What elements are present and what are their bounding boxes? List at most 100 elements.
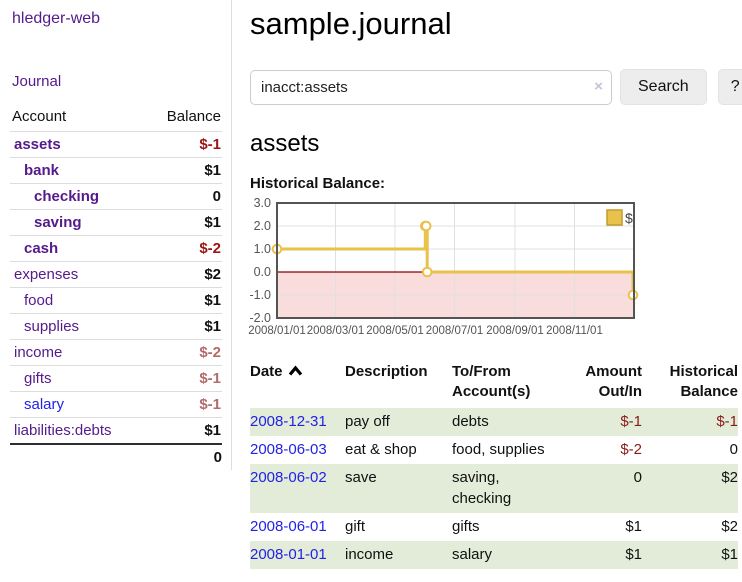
transaction-balance: $2 [721,469,738,486]
svg-text:2008/07/01: 2008/07/01 [426,325,484,337]
register-table-body: 2008-12-31 pay off debts $-1 $-1 2008-06-03 ea… [250,408,738,569]
svg-text:-2.0: -2.0 [249,311,271,325]
transaction-balance: $1 [721,546,738,563]
account-row: gifts $-1 [10,365,222,392]
account-balance: $-1 [199,136,221,153]
account-row: supplies $1 [10,313,222,340]
account-balance: $-2 [199,344,221,361]
account-balance: $2 [204,266,221,283]
account-row: expenses $2 [10,261,222,288]
svg-text:$: $ [625,210,633,226]
clear-search-icon[interactable]: × [594,77,603,95]
app-title-link[interactable]: hledger-web [12,10,101,27]
search-button[interactable]: Search [620,69,707,105]
account-row: bank $1 [10,157,222,184]
account-link-liabilities-debts[interactable]: liabilities:debts [14,422,112,439]
transaction-amount: 0 [633,469,642,486]
transaction-accounts: salary [452,546,493,563]
account-balance: $1 [204,162,221,179]
register-header-accounts: To/From Account(s) [452,363,531,400]
register-row: 2008-01-01 income salary $1 $1 [250,541,738,569]
accounts-total-row: 0 [10,443,222,470]
account-link-bank[interactable]: bank [24,162,60,179]
account-link-gifts[interactable]: gifts [24,370,52,387]
svg-text:2008/03/01: 2008/03/01 [307,325,365,337]
register-table: Date Description To/From Account(s) Amoun… [250,360,738,569]
transaction-date-link[interactable]: 2008-12-31 [250,413,327,430]
transaction-amount: $-2 [620,441,642,458]
transaction-accounts: saving, checking [452,469,512,507]
search-box: × [250,69,612,105]
account-balance: 0 [212,188,221,205]
account-row: cash $-2 [10,235,222,262]
account-balance: $1 [204,422,221,439]
svg-text:-1.0: -1.0 [249,288,271,302]
transaction-date-link[interactable]: 2008-06-03 [250,441,327,458]
transaction-description: gift [345,518,366,535]
register-row: 2008-06-01 gift gifts $1 $2 [250,513,738,541]
register-header-balance: Historical Balance [669,363,738,400]
transaction-amount: $1 [625,518,642,535]
search-form: × Search ? [250,69,742,105]
transaction-date-link[interactable]: 2008-06-02 [250,469,327,486]
account-balance: $1 [204,292,221,309]
register-row: 2008-06-02 save saving, checking 0 $2 [250,464,738,513]
transaction-date-link[interactable]: 2008-06-01 [250,518,327,535]
account-balance: $1 [204,318,221,335]
transaction-balance: 0 [729,441,738,458]
main-content: sample.journal × Search ? assets Histori… [232,0,742,569]
transaction-description: save [345,469,377,486]
account-balance: $-1 [199,396,221,413]
account-row: liabilities:debts $1 [10,417,222,445]
account-link-checking[interactable]: checking [34,188,100,205]
accounts-header-account: Account [12,108,67,125]
svg-text:3.0: 3.0 [254,196,271,210]
account-link-cash[interactable]: cash [24,240,59,257]
register-row: 2008-12-31 pay off debts $-1 $-1 [250,408,738,436]
sort-ascending-icon [288,365,302,376]
help-button[interactable]: ? [717,69,742,105]
transaction-description: pay off [345,413,390,430]
account-balance: $1 [204,214,221,231]
account-link-saving[interactable]: saving [34,214,82,231]
register-header-description: Description [345,363,428,380]
sidebar: hledger-web Journal Account Balance asse… [0,0,232,470]
account-link-supplies[interactable]: supplies [24,318,80,335]
account-row: salary $-1 [10,391,222,418]
account-link-expenses[interactable]: expenses [14,266,79,283]
accounts-header-balance: Balance [166,108,221,125]
search-input[interactable] [250,69,612,105]
sidebar-item-journal[interactable]: Journal [12,73,62,90]
accounts-total-value: 0 [145,443,222,470]
account-row: food $1 [10,287,222,314]
account-link-assets[interactable]: assets [14,136,61,153]
account-link-food[interactable]: food [24,292,54,309]
historical-balance-chart: $3.0 2.0 1.0 0.0 -1.0 -2.0 2008/01/01 2008/03/0… [248,196,742,344]
account-link-salary[interactable]: salary [24,396,65,413]
account-link-income[interactable]: income [14,344,63,361]
page-title: sample.journal [250,6,452,41]
accounts-table-body: assets $-1 bank $1 checking 0 saving $1 cash $-2 e… [10,131,222,470]
transaction-accounts: gifts [452,518,480,535]
register-row: 2008-06-03 eat & shop food, supplies $-2 0 [250,436,738,464]
transaction-description: income [345,546,394,563]
account-row: income $-2 [10,339,222,366]
account-balance: $-1 [199,370,221,387]
account-row: saving $1 [10,209,222,236]
account-page-title: assets [250,130,320,157]
svg-text:2008/01/01: 2008/01/01 [248,325,306,337]
account-balance: $-2 [199,240,221,257]
accounts-table: Account Balance assets $-1 bank $1 checking 0… [10,104,222,470]
transaction-amount: $1 [625,546,642,563]
transaction-accounts: debts [452,413,489,430]
transaction-amount: $-1 [620,413,642,430]
transaction-balance: $-1 [716,413,738,430]
transaction-date-link[interactable]: 2008-01-01 [250,546,327,563]
svg-text:2008/09/01: 2008/09/01 [486,325,544,337]
app-layout: hledger-web Journal Account Balance asse… [0,0,742,569]
svg-text:0.0: 0.0 [254,265,271,279]
svg-text:2.0: 2.0 [254,219,271,233]
register-header-amount: Amount Out/In [585,363,642,400]
svg-text:2008/05/01: 2008/05/01 [366,325,424,337]
register-header-date[interactable]: Date [250,360,345,408]
